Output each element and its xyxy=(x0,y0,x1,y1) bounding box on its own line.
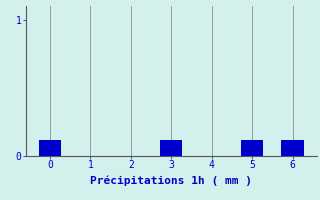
Bar xyxy=(281,140,304,156)
Bar xyxy=(39,140,61,156)
X-axis label: Précipitations 1h ( mm ): Précipitations 1h ( mm ) xyxy=(90,176,252,186)
Bar xyxy=(160,140,182,156)
Bar xyxy=(241,140,263,156)
